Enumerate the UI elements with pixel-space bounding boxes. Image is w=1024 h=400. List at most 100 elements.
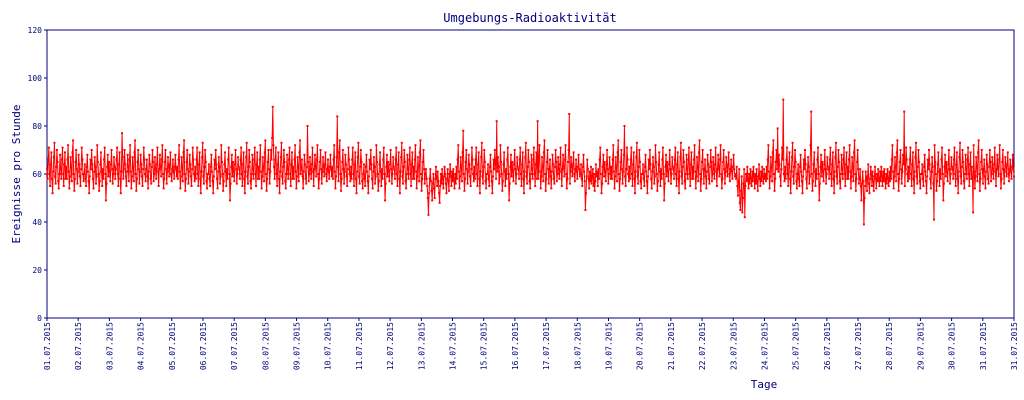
data-point — [787, 163, 790, 166]
data-point — [805, 177, 808, 180]
data-point — [591, 175, 594, 178]
data-point — [159, 165, 162, 168]
data-point — [833, 170, 836, 173]
data-point — [181, 165, 184, 168]
data-point — [968, 185, 971, 187]
data-point — [595, 175, 598, 178]
data-point — [777, 170, 780, 173]
data-point — [194, 177, 197, 180]
data-point — [797, 177, 800, 180]
data-point — [999, 173, 1002, 175]
data-point — [186, 168, 189, 171]
data-point — [717, 165, 720, 168]
data-point — [935, 189, 938, 192]
data-point — [758, 163, 761, 166]
data-point — [989, 161, 992, 163]
data-point — [712, 168, 715, 171]
data-point — [943, 165, 946, 168]
data-point — [257, 165, 260, 168]
data-point — [486, 173, 489, 175]
data-point — [54, 182, 57, 185]
data-point — [487, 163, 490, 166]
data-point — [467, 153, 470, 156]
data-point — [335, 156, 338, 159]
data-point — [495, 177, 498, 180]
data-point — [705, 170, 708, 173]
data-point — [905, 146, 908, 149]
data-point — [838, 180, 841, 183]
data-point — [594, 180, 597, 183]
data-point — [131, 156, 134, 159]
data-point — [869, 177, 872, 180]
data-point — [186, 149, 189, 151]
data-point — [969, 151, 972, 154]
data-point — [111, 168, 114, 171]
data-point — [846, 177, 849, 180]
data-point — [954, 185, 957, 187]
data-point — [253, 158, 256, 161]
data-point — [824, 168, 827, 171]
data-point — [86, 170, 89, 173]
data-point — [710, 161, 713, 163]
data-point — [612, 144, 615, 147]
data-point — [816, 146, 819, 149]
data-point — [347, 146, 350, 149]
data-point — [460, 165, 463, 168]
data-point — [972, 211, 975, 214]
data-point — [864, 170, 867, 173]
data-point — [396, 185, 399, 187]
data-point — [165, 182, 168, 185]
data-point — [455, 165, 458, 168]
data-point — [863, 197, 866, 199]
data-point — [574, 168, 577, 171]
data-point — [133, 151, 136, 154]
data-point — [289, 173, 292, 175]
data-point — [212, 175, 215, 178]
data-point — [469, 185, 472, 187]
data-point — [763, 168, 766, 171]
data-point — [348, 173, 351, 175]
data-point — [145, 168, 148, 171]
x-tick-label: 29.07.2015 — [916, 322, 925, 370]
data-point — [559, 146, 562, 149]
data-point — [756, 189, 759, 192]
data-point — [318, 161, 321, 163]
data-point — [490, 180, 493, 183]
data-point — [1003, 182, 1006, 185]
data-point — [297, 180, 300, 183]
data-point — [603, 161, 606, 163]
data-point — [317, 187, 320, 190]
data-point — [700, 177, 703, 180]
data-point — [335, 175, 338, 178]
data-point — [980, 149, 983, 151]
x-tick-label: 11.07.2015 — [355, 322, 364, 370]
data-point — [78, 163, 81, 166]
data-point — [857, 168, 860, 171]
data-point — [261, 175, 264, 178]
data-point — [501, 189, 504, 192]
data-point — [129, 170, 132, 173]
data-point — [895, 151, 898, 154]
data-point — [118, 151, 121, 154]
data-point — [771, 151, 774, 154]
data-point — [292, 177, 295, 180]
data-point — [976, 180, 979, 183]
data-point — [588, 187, 591, 190]
data-point — [988, 165, 991, 168]
data-point — [117, 163, 120, 166]
data-point — [874, 165, 877, 168]
data-point — [676, 151, 679, 154]
data-point — [924, 180, 927, 183]
data-point — [46, 168, 48, 171]
data-point — [408, 158, 411, 161]
data-point — [727, 163, 730, 166]
data-point — [511, 161, 514, 163]
data-point — [540, 175, 543, 178]
data-point — [156, 146, 159, 149]
data-point — [230, 153, 233, 156]
data-point — [506, 158, 509, 161]
data-point — [785, 146, 788, 149]
data-point — [277, 151, 280, 154]
data-point — [482, 182, 485, 185]
data-point — [750, 185, 753, 187]
